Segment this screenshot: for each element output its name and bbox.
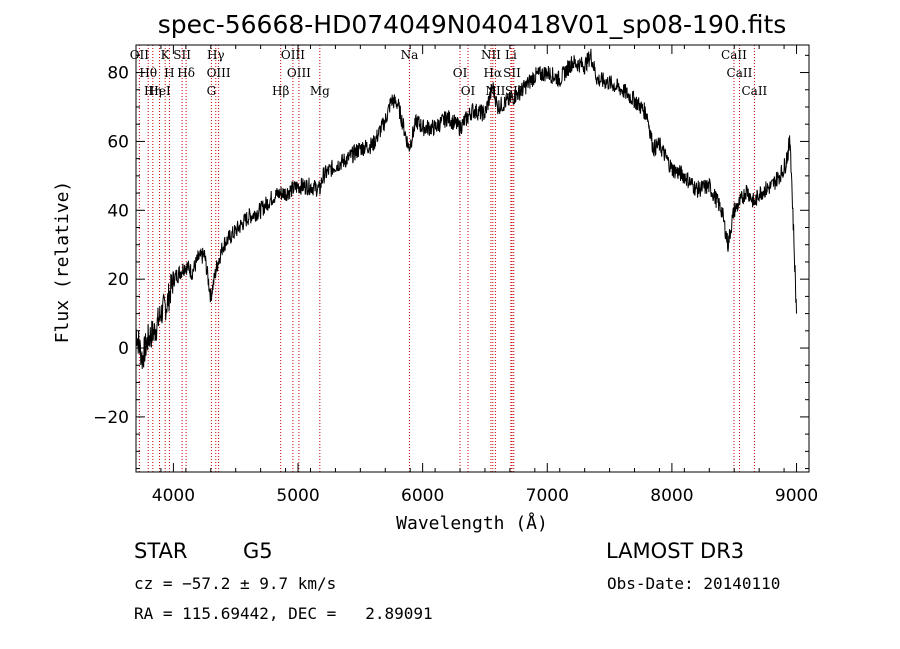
spectral-line-markers (138, 45, 755, 472)
spectral-line-label: SII (503, 66, 521, 80)
x-tick-label: 6000 (401, 486, 444, 506)
y-tick-label: −20 (93, 408, 129, 428)
chart-title: spec-56668-HD074049N040418V01_sp08-190.f… (158, 10, 787, 39)
spectral-line-label: NII (481, 48, 501, 62)
spectral-line-label: Li (505, 48, 517, 62)
spectral-line-label: OI (461, 84, 476, 98)
axis-ticks: 4000 5000 6000 7000 8000 9000 −20 0 20 40 60 80 (93, 45, 818, 506)
x-tick-label: 4000 (152, 486, 195, 506)
spectral-line-label: SII (173, 48, 191, 62)
y-axis-label: Flux (relative) (52, 181, 73, 344)
spectral-line-label: Hδ (177, 66, 195, 80)
spectral-line-label: OIII (207, 66, 231, 80)
ra-dec-coordinates: RA = 115.69442, DEC = 2.89091 (134, 604, 433, 623)
y-tick-label: 40 (107, 201, 129, 221)
spectral-line-label: Na (401, 48, 419, 62)
observation-date: Obs-Date: 20140110 (607, 574, 781, 593)
spectral-line-label: K (161, 48, 171, 62)
spectral-line-label: OI (453, 66, 468, 80)
spectral-line-labels: OIIHθHeIKHHηSIIHδGHγOIIIHβOIIIOIIIMgNaOI… (130, 48, 768, 98)
spectral-line-label: CaII (741, 84, 767, 98)
spectral-line-label: Hη (144, 84, 162, 98)
spectral-line-label: G (207, 84, 217, 98)
spectral-line-label: Mg (310, 84, 330, 98)
x-tick-label: 9000 (775, 486, 818, 506)
spectral-line-label: Hγ (207, 48, 225, 62)
spectral-line-label: CaII (727, 66, 753, 80)
spectral-line-label: H (164, 66, 174, 80)
spectral-line-label: HeI (148, 84, 171, 98)
spectral-line-label: Hβ (272, 84, 289, 98)
spectral-line-label: CaII (721, 48, 747, 62)
y-tick-label: 0 (118, 339, 129, 359)
flux-series-line (135, 48, 797, 370)
plot-frame (135, 44, 810, 473)
y-tick-label: 80 (107, 64, 129, 84)
spectral-line-label: OIII (287, 66, 311, 80)
object-subclass: G5 (243, 539, 273, 563)
survey-name: LAMOST DR3 (606, 539, 745, 563)
y-tick-label: 60 (107, 132, 129, 152)
spectral-line-label: Hθ (139, 66, 157, 80)
x-axis-label: Wavelength (Å) (396, 512, 548, 534)
redshift-cz: cz = −57.2 ± 9.7 km/s (134, 574, 337, 593)
x-tick-label: 8000 (650, 486, 693, 506)
object-class: STAR (134, 539, 188, 563)
y-tick-label: 20 (107, 270, 129, 290)
x-tick-label: 5000 (276, 486, 319, 506)
spectral-line-label: OIII (281, 48, 305, 62)
x-tick-label: 7000 (526, 486, 569, 506)
spectral-line-label: Hα (484, 66, 503, 80)
